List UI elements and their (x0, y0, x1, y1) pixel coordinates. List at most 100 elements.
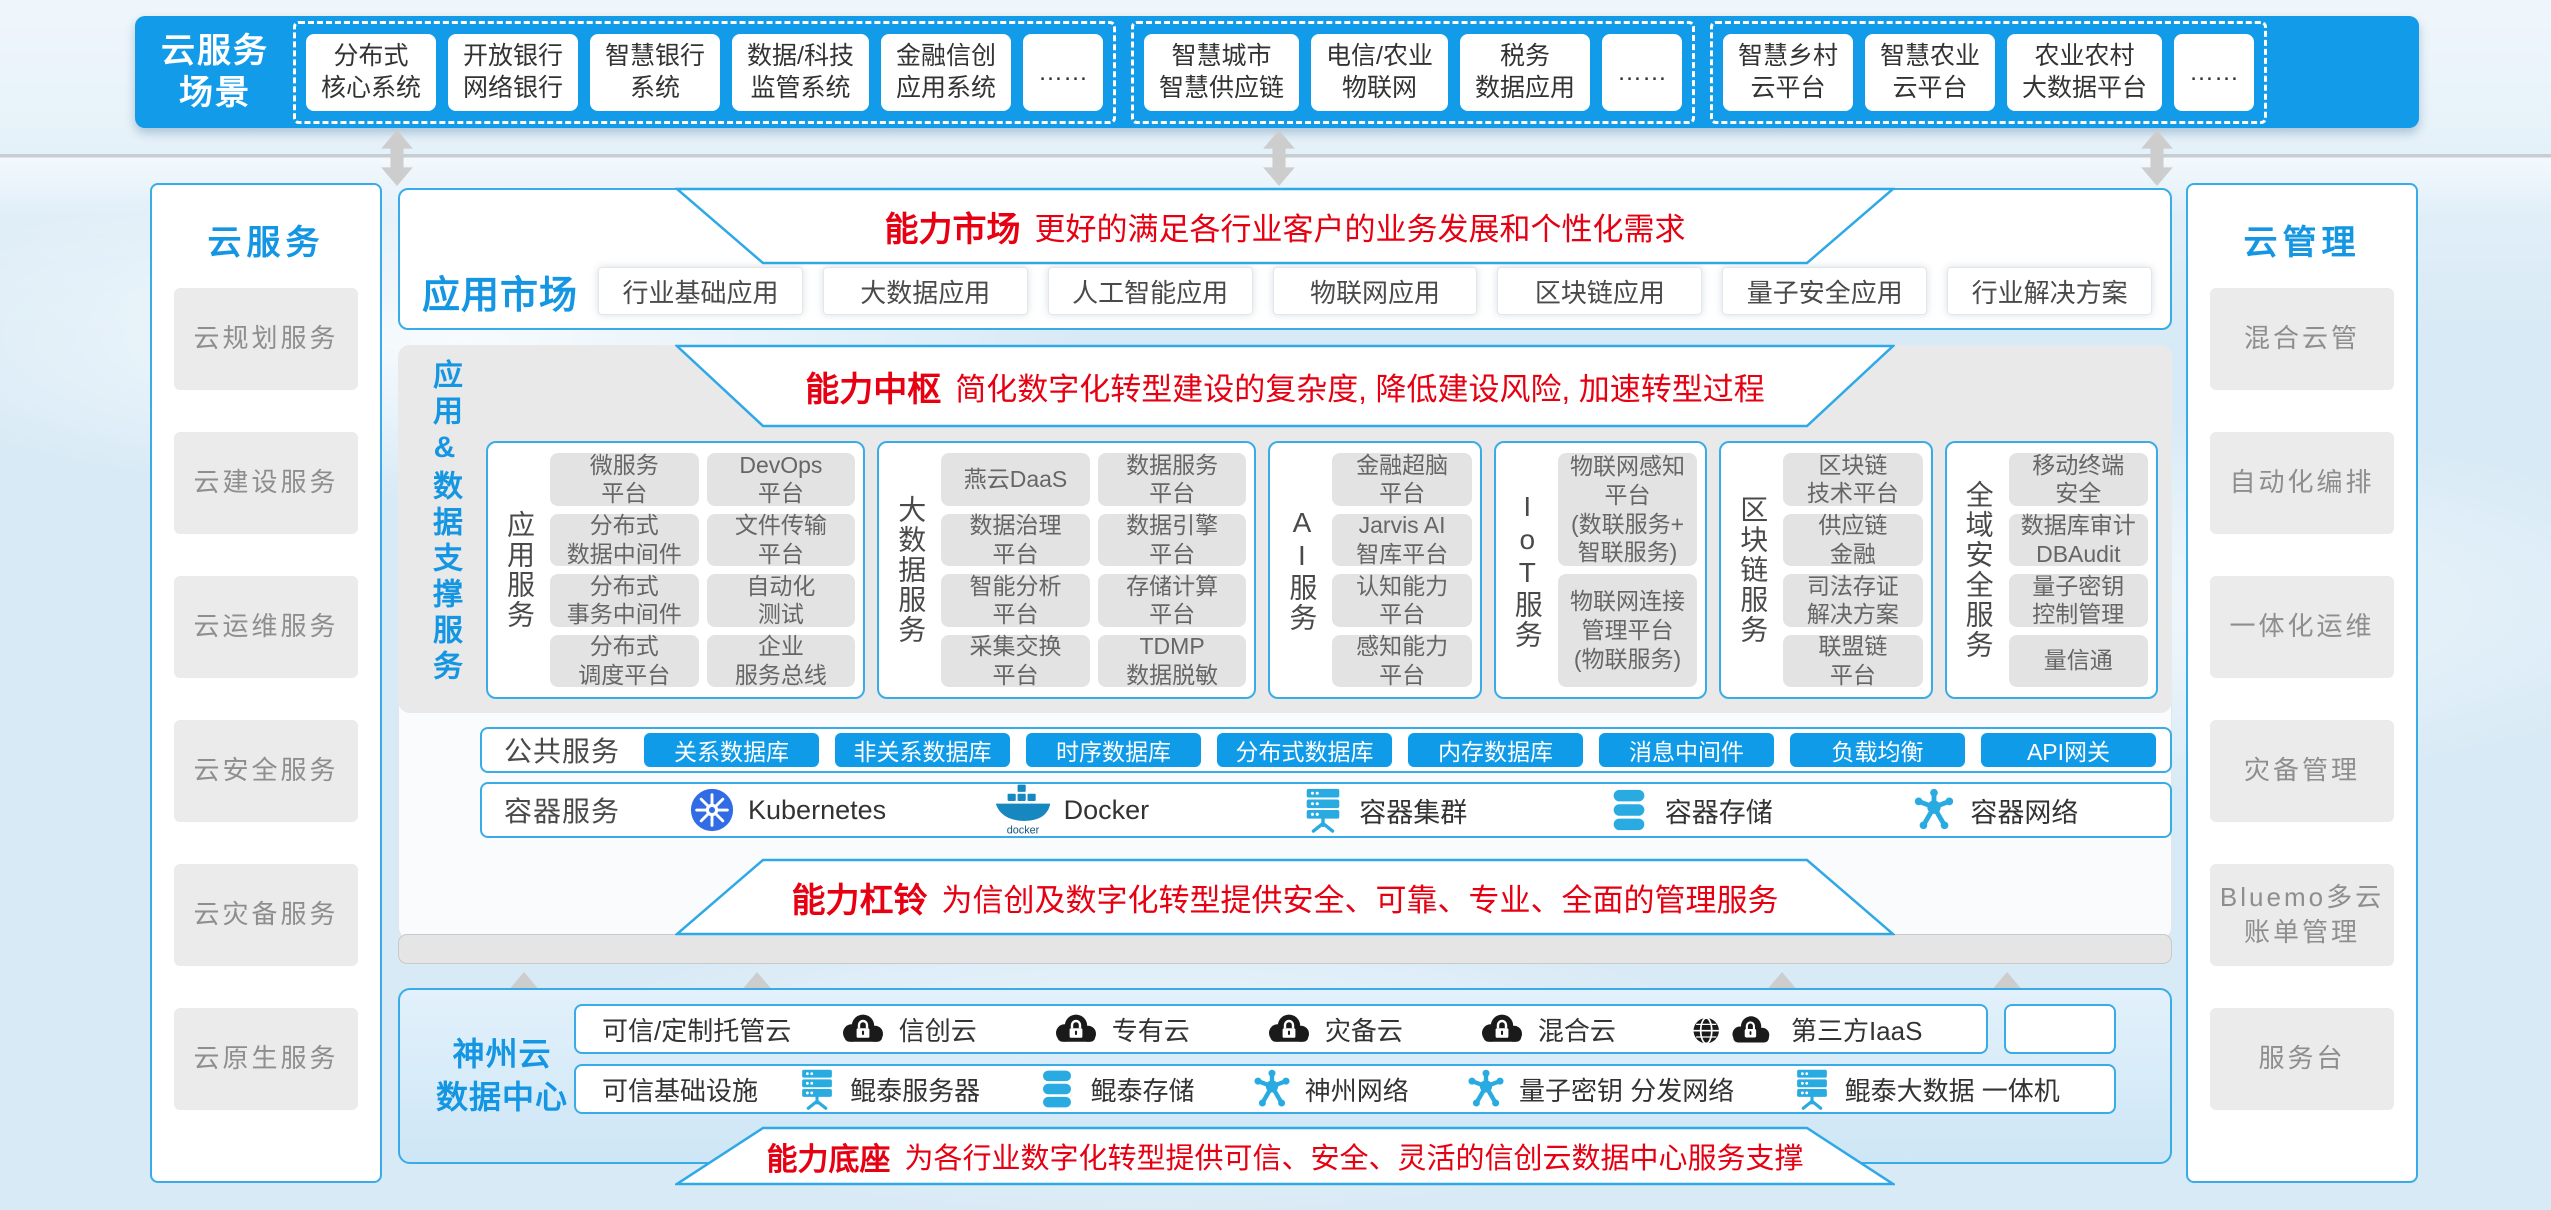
hosted-cloud-label: 可信/定制托管云 (602, 1015, 792, 1046)
updown-arrow-icon (380, 130, 414, 186)
hosted-cloud-item-label: 信创云 (898, 1015, 977, 1046)
scenario-item: 智慧银行 系统 (590, 33, 721, 111)
service-group: 大数据服务 燕云DaaS 数据服务 平台 数据治理 平台 数据引擎 平台 智能分… (877, 441, 1257, 699)
cloud-service-item: 云建设服务 (174, 432, 358, 534)
service-item: 燕云DaaS (941, 453, 1090, 506)
scenario-item: 税务 数据应用 (1459, 33, 1590, 111)
container-services-items: Kubernetes Docker 容器集群 容器存储 容器网络 (628, 783, 2156, 837)
container-service: Docker (934, 783, 1240, 837)
scenario-item: 开放银行 网络银行 (448, 33, 579, 111)
public-service-pill: 消息中间件 (1599, 733, 1775, 767)
hosted-cloud-items: 信创云 专有云 灾备云 混合云 (801, 1010, 1960, 1048)
infrastructure-item-label: 神州网络 (1304, 1075, 1409, 1106)
infrastructure-label: 可信基础设施 (602, 1075, 759, 1106)
empty-box (2004, 1004, 2116, 1054)
service-item: 移动终端 安全 (2008, 452, 2148, 506)
cloud-management-item: 一体化运维 (2210, 576, 2394, 678)
network-icon (1251, 1068, 1293, 1110)
scenario-item: 电信/农业 物联网 (1311, 33, 1448, 111)
scenario-item: 分布式 核心系统 (306, 33, 437, 111)
capability-hub-banner: 能力中枢 简化数字化转型建设的复杂度, 降低建设风险, 加速转型过程 (675, 344, 1895, 428)
container-service: 容器网络 (1850, 787, 2156, 833)
container-service: 容器集群 (1239, 787, 1545, 833)
banner-desc: 简化数字化转型建设的复杂度, 降低建设风险, 加速转型过程 (955, 371, 1765, 407)
service-item: 微服务 平台 (550, 452, 699, 506)
cloud-management-item: 服务台 (2210, 1008, 2394, 1110)
service-group-items: 燕云DaaS 数据服务 平台 数据治理 平台 数据引擎 平台 智能分析 平台 存… (941, 452, 1247, 688)
service-item: 分布式 数据中间件 (550, 512, 699, 567)
hosted-cloud-item-label: 专有云 (1111, 1015, 1190, 1046)
container-service-label: 容器集群 (1359, 797, 1468, 828)
banner-desc: 为各行业数字化转型提供可信、安全、灵活的信创云数据中心服务支撑 (904, 1143, 1804, 1175)
service-item: 联盟链 平台 (1783, 633, 1923, 688)
container-service-label: 容器网络 (1970, 797, 2079, 828)
service-item: 数据服务 平台 (1097, 452, 1247, 506)
service-item: 分布式 调度平台 (550, 633, 699, 688)
scenario-group: 智慧城市 智慧供应链 电信/农业 物联网 税务 数据应用 …… (1131, 20, 1695, 124)
scenario-bar-title: 云服务 场景 (161, 31, 269, 113)
capability-market-banner: 能力市场 更好的满足各行业客户的业务发展和个性化需求 (675, 187, 1895, 265)
service-group: 区块链服务 区块链 技术平台 供应链 金融 司法存证 解决方案 联盟链 平台 (1719, 441, 1933, 699)
service-item: 数据治理 平台 (941, 512, 1090, 567)
public-service-pill: 负载均衡 (1790, 733, 1966, 767)
hosted-cloud-row: 可信/定制托管云 信创云 专有云 灾备云 (574, 1004, 1988, 1054)
service-item: 文件传输 平台 (706, 512, 856, 567)
service-group-label: IoT服务 (1511, 490, 1543, 650)
globe-cloud-lock-icon (1691, 1010, 1779, 1048)
service-item: 数据引擎 平台 (1097, 512, 1247, 567)
service-group: IoT服务 物联网感知平台 (数联服务+ 智联服务) 物联网连接 管理平台 (物… (1493, 441, 1708, 699)
hosted-cloud-item: 混合云 (1478, 1010, 1616, 1048)
service-item: 物联网连接 管理平台 (物联服务) (1557, 574, 1698, 687)
service-item: DevOps 平台 (706, 452, 856, 506)
scenario-item: 智慧乡村 云平台 (1723, 33, 1854, 111)
service-group-items: 移动终端 安全 数据库审计 DBAudit 量子密钥 控制管理 量信通 (2008, 452, 2148, 687)
service-item: 物联网感知平台 (数联服务+ 智联服务) (1557, 453, 1698, 566)
scenario-item: 智慧城市 智慧供应链 (1144, 33, 1300, 111)
scenario-group: 智慧乡村 云平台 智慧农业 云平台 农业农村 大数据平台 …… (1710, 20, 2268, 124)
service-item: 数据库审计 DBAudit (2008, 512, 2148, 567)
service-group-items: 物联网感知平台 (数联服务+ 智联服务) 物联网连接 管理平台 (物联服务) (1557, 453, 1698, 687)
service-group-label: AI服务 (1286, 507, 1318, 633)
cloud-management-item: Bluemo多云 账单管理 (2210, 864, 2394, 966)
public-services-label: 公共服务 (504, 736, 621, 767)
service-group-items: 区块链 技术平台 供应链 金融 司法存证 解决方案 联盟链 平台 (1783, 452, 1923, 688)
hosted-cloud-item: 专有云 (1052, 1010, 1190, 1048)
cloud-management-item: 混合云管 (2210, 288, 2394, 390)
infrastructure-item: 鲲泰存储 (1036, 1068, 1194, 1110)
support-services-row: 应用服务 微服务 平台 DevOps 平台 分布式 数据中间件 文件传输 平台 … (486, 441, 2158, 699)
cloud-services-title: 云服务 (207, 224, 325, 262)
service-group-label: 全域安全服务 (1962, 480, 1994, 660)
public-service-pill: 内存数据库 (1408, 733, 1584, 767)
scenario-item: 农业农村 大数据平台 (2007, 33, 2163, 111)
capability-base-banner: 能力底座 为各行业数字化转型提供可信、安全、灵活的信创云数据中心服务支撑 (675, 1126, 1895, 1186)
service-item: 分布式 事务中间件 (550, 573, 699, 627)
container-services-strip: 容器服务 Kubernetes Docker 容器集群 容器存储 (480, 782, 2172, 838)
service-item: Jarvis AI 智库平台 (1332, 512, 1472, 567)
public-service-pill: 关系数据库 (644, 733, 820, 767)
infrastructure-item: 量子密钥 分发网络 (1465, 1068, 1734, 1110)
cloud-service-item: 云原生服务 (174, 1008, 358, 1110)
hosted-cloud-item-label: 第三方IaaS (1790, 1015, 1923, 1046)
banner-title: 能力杠铃 (791, 881, 928, 920)
trapezoid-shape (675, 858, 1895, 936)
infrastructure-item-label: 量子密钥 分发网络 (1519, 1075, 1735, 1106)
service-item: 区块链 技术平台 (1783, 452, 1923, 506)
cloud-services-sidebar: 云服务 云规划服务 云建设服务 云运维服务 云安全服务 云灾备服务 云原生服务 (150, 183, 382, 1183)
service-item: 认知能力 平台 (1332, 573, 1472, 627)
cloud-service-item: 云灾备服务 (174, 864, 358, 966)
scenario-item: 数据/科技 监管系统 (732, 33, 869, 111)
datacenter-title: 神州云 数据中心 (435, 1035, 568, 1115)
cloud-lock-icon (839, 1010, 887, 1048)
banner-title: 能力中枢 (805, 370, 942, 409)
cloud-scenario-bar: 云服务 场景 分布式 核心系统 开放银行 网络银行 智慧银行 系统 数据/科技 … (135, 16, 2419, 128)
service-group: AI服务 金融超脑 平台 Jarvis AI 智库平台 认知能力 平台 感知能力… (1268, 441, 1482, 699)
service-group-items: 微服务 平台 DevOps 平台 分布式 数据中间件 文件传输 平台 分布式 事… (550, 452, 856, 688)
banner-desc: 更好的满足各行业客户的业务发展和个性化需求 (1034, 211, 1686, 247)
network-icon (1465, 1068, 1507, 1110)
infrastructure-item: 鲲泰服务器 (796, 1068, 980, 1110)
datacenter-panel: 神州云 数据中心 可信/定制托管云 信创云 专有云 灾备云 (398, 988, 2172, 1164)
public-service-pill: 非关系数据库 (835, 733, 1011, 767)
service-group-label: 区块链服务 (1737, 495, 1769, 645)
kubernetes-icon (688, 787, 736, 833)
cloud-management-title: 云管理 (2243, 224, 2361, 262)
